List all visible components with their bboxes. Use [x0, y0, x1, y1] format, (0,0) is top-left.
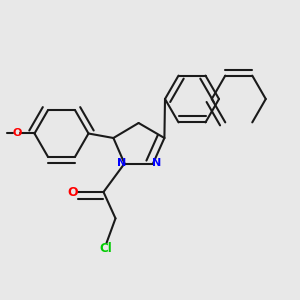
Text: Cl: Cl [100, 242, 112, 256]
Text: N: N [117, 158, 126, 169]
Text: N: N [152, 158, 161, 169]
Text: O: O [13, 128, 22, 139]
Text: O: O [67, 185, 78, 199]
